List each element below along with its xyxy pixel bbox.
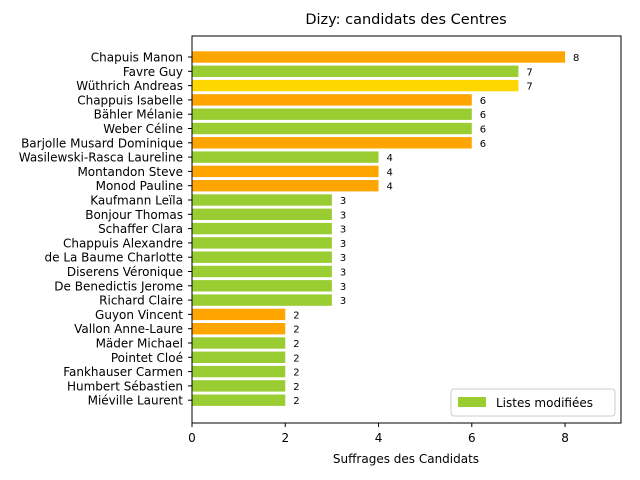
bar — [192, 308, 286, 321]
bar — [192, 108, 472, 120]
x-tick-label: 0 — [188, 431, 196, 445]
bar — [192, 151, 379, 163]
value-label: 2 — [293, 325, 299, 336]
y-tick-label: Chappuis Alexandre — [63, 236, 183, 250]
value-label: 4 — [387, 167, 393, 178]
bar — [192, 365, 286, 378]
bar — [192, 165, 379, 178]
y-tick-label: Wasilewski-Rasca Laureline — [19, 151, 183, 165]
bar — [192, 94, 472, 106]
y-tick-label: Bähler Mélanie — [94, 108, 183, 122]
bar — [192, 337, 286, 349]
bar — [192, 79, 519, 92]
value-label: 2 — [293, 339, 299, 350]
value-label: 2 — [293, 310, 299, 321]
y-tick-label: Barjolle Musard Dominique — [21, 136, 183, 150]
bar — [192, 222, 332, 235]
value-label: 4 — [387, 182, 393, 193]
chart-title: Dizy: candidats des Centres — [305, 12, 506, 28]
value-label: 8 — [573, 53, 579, 64]
value-label: 7 — [526, 82, 532, 93]
bar — [192, 251, 332, 263]
bar — [192, 265, 332, 278]
y-tick-label: Richard Claire — [99, 294, 183, 308]
y-tick-label: Schaffer Clara — [98, 222, 183, 236]
y-tick-label: Mäder Michael — [96, 337, 183, 351]
bar — [192, 351, 286, 363]
value-label: 3 — [340, 196, 346, 207]
value-label: 3 — [340, 282, 346, 293]
y-tick-label: Monod Pauline — [96, 179, 183, 193]
plot-frame — [191, 35, 622, 424]
value-label: 3 — [340, 253, 346, 264]
bar — [192, 208, 332, 220]
bar — [192, 51, 566, 63]
y-tick-label: Pointet Cloé — [111, 351, 183, 365]
legend-swatch — [458, 397, 486, 407]
value-label: 2 — [293, 353, 299, 364]
value-label: 3 — [340, 225, 346, 236]
legend-label: Listes modifiées — [496, 396, 593, 410]
value-label: 4 — [387, 153, 393, 164]
value-label: 7 — [526, 67, 532, 78]
value-label: 6 — [480, 96, 486, 107]
value-label: 2 — [293, 396, 299, 407]
value-label: 3 — [340, 296, 346, 307]
y-tick-label: Bonjour Thomas — [85, 208, 183, 222]
bar — [192, 194, 332, 206]
y-tick-label: Miéville Laurent — [88, 394, 184, 408]
x-axis-label: Suffrages des Candidats — [333, 452, 479, 466]
value-label: 6 — [480, 139, 486, 150]
bar — [192, 237, 332, 249]
y-tick-label: Chapuis Manon — [91, 51, 183, 65]
y-tick-label: Favre Guy — [123, 65, 183, 79]
value-labels-group: 8 7 7 6 6 6 6 4 4 4 3 3 3 3 3 3 3 3 2 2 2 2 2 2 2 — [293, 53, 579, 407]
value-label: 2 — [293, 368, 299, 379]
bar — [192, 137, 472, 149]
legend: Listes modifiées — [450, 388, 616, 417]
y-tick-label: Fankhauser Carmen — [63, 365, 183, 379]
bar — [192, 122, 472, 135]
legend-box — [450, 388, 616, 417]
y-tick-label: Vallon Anne-Laure — [74, 322, 183, 336]
y-tick-label: de La Baume Charlotte — [45, 251, 184, 265]
bar — [192, 180, 379, 192]
bar — [192, 394, 286, 406]
bar — [192, 65, 519, 77]
y-tick-label: De Benedictis Jerome — [54, 279, 183, 293]
y-tick-label: Chappuis Isabelle — [77, 93, 183, 107]
value-label: 3 — [340, 210, 346, 221]
y-tick-label: Montandon Steve — [77, 165, 183, 179]
bar — [192, 323, 286, 335]
x-tick-label: 4 — [375, 431, 383, 445]
x-axis: 0 2 4 6 8 — [188, 423, 569, 445]
y-tick-label: Wüthrich Andreas — [76, 79, 183, 93]
y-tick-label: Humbert Sébastien — [67, 379, 183, 393]
y-tick-label: Weber Céline — [103, 122, 183, 136]
value-label: 6 — [480, 125, 486, 136]
bar — [192, 294, 332, 306]
bar — [192, 380, 286, 392]
bars-group — [192, 51, 566, 406]
y-tick-label: Guyon Vincent — [95, 308, 183, 322]
y-tick-label: Diserens Véronique — [67, 265, 183, 279]
x-tick-label: 2 — [281, 431, 289, 445]
value-label: 3 — [340, 268, 346, 279]
value-label: 2 — [293, 382, 299, 393]
value-label: 3 — [340, 239, 346, 250]
value-label: 6 — [480, 110, 486, 121]
y-tick-label: Kaufmann Leïla — [90, 194, 183, 208]
x-tick-label: 8 — [561, 431, 569, 445]
x-tick-label: 6 — [468, 431, 476, 445]
bar — [192, 280, 332, 292]
